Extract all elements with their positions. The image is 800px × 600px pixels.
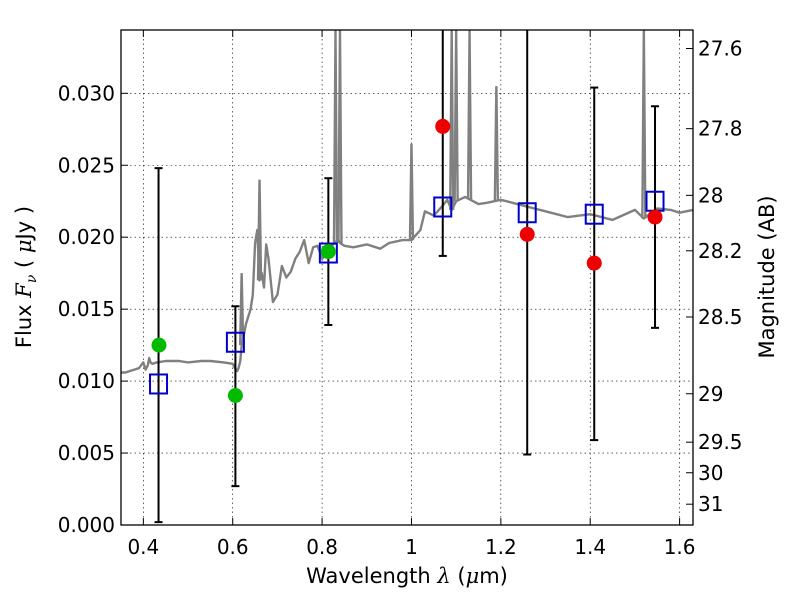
red-data-point bbox=[586, 255, 602, 271]
model-square-marker bbox=[225, 331, 245, 353]
emission-line bbox=[493, 86, 500, 201]
plot-frame bbox=[120, 29, 694, 526]
y-axis-label: Flux Fν ( μJy ) bbox=[12, 206, 40, 348]
emission-line bbox=[466, 29, 473, 200]
y2-tick-label: 27.6 bbox=[698, 36, 743, 60]
red-data-point bbox=[435, 118, 451, 134]
data-markers bbox=[149, 118, 665, 403]
grid-lines bbox=[121, 30, 693, 526]
model-square-marker bbox=[584, 203, 604, 225]
y2-tick-label: 28 bbox=[698, 183, 723, 207]
green-data-point bbox=[151, 337, 167, 353]
emission-line bbox=[641, 29, 647, 219]
x-tick-label: 1.6 bbox=[664, 535, 696, 559]
x-tick-label: 1 bbox=[405, 535, 418, 559]
emission-line bbox=[337, 29, 343, 243]
y2-tick-label: 28.2 bbox=[698, 239, 743, 263]
y2-tick-label: 30 bbox=[698, 461, 723, 485]
y-tick-label: 0.020 bbox=[58, 225, 115, 249]
spectrum-line bbox=[121, 195, 694, 374]
axis-ticks: 0.4 0.6 0.8 1 1.2 1.4 1.6 0.000 0.005 0.010 0.015 0… bbox=[58, 30, 743, 559]
emission-line bbox=[453, 29, 459, 202]
y-tick-label: 0.005 bbox=[58, 441, 115, 465]
y-tick-label: 0.030 bbox=[58, 81, 115, 105]
model-square-marker bbox=[149, 373, 169, 395]
model-square-marker bbox=[318, 242, 338, 264]
green-data-point bbox=[227, 387, 243, 403]
spectrum-layer bbox=[121, 29, 694, 374]
y2-tick-label: 29 bbox=[698, 382, 723, 406]
y2-tick-label: 29.5 bbox=[698, 430, 743, 454]
x-tick-label: 0.8 bbox=[306, 535, 338, 559]
x-axis-label: Wavelength λ (μm) bbox=[306, 564, 508, 588]
y2-axis-label: Magnitude (AB) bbox=[755, 195, 779, 358]
x-tick-label: 0.6 bbox=[217, 535, 249, 559]
y-tick-label: 0.000 bbox=[58, 513, 115, 537]
red-data-point bbox=[647, 209, 663, 225]
y-tick-label: 0.015 bbox=[58, 297, 115, 321]
x-tick-label: 0.4 bbox=[127, 535, 159, 559]
y-tick-label: 0.025 bbox=[58, 153, 115, 177]
x-tick-label: 1.2 bbox=[485, 535, 517, 559]
emission-line bbox=[332, 29, 339, 243]
model-square-marker bbox=[517, 202, 537, 224]
error-bars bbox=[154, 30, 660, 524]
y-tick-label: 0.010 bbox=[58, 369, 115, 393]
emission-line bbox=[256, 179, 263, 281]
emission-line bbox=[238, 273, 245, 346]
y2-tick-label: 31 bbox=[698, 492, 723, 516]
x-tick-label: 1.4 bbox=[574, 535, 606, 559]
emission-line bbox=[448, 29, 455, 210]
emission-line bbox=[408, 143, 415, 241]
model-square-marker bbox=[433, 196, 453, 218]
green-data-point bbox=[320, 244, 336, 260]
red-data-point bbox=[519, 226, 535, 242]
y2-tick-label: 28.5 bbox=[698, 305, 743, 329]
y2-tick-label: 27.8 bbox=[698, 117, 743, 141]
